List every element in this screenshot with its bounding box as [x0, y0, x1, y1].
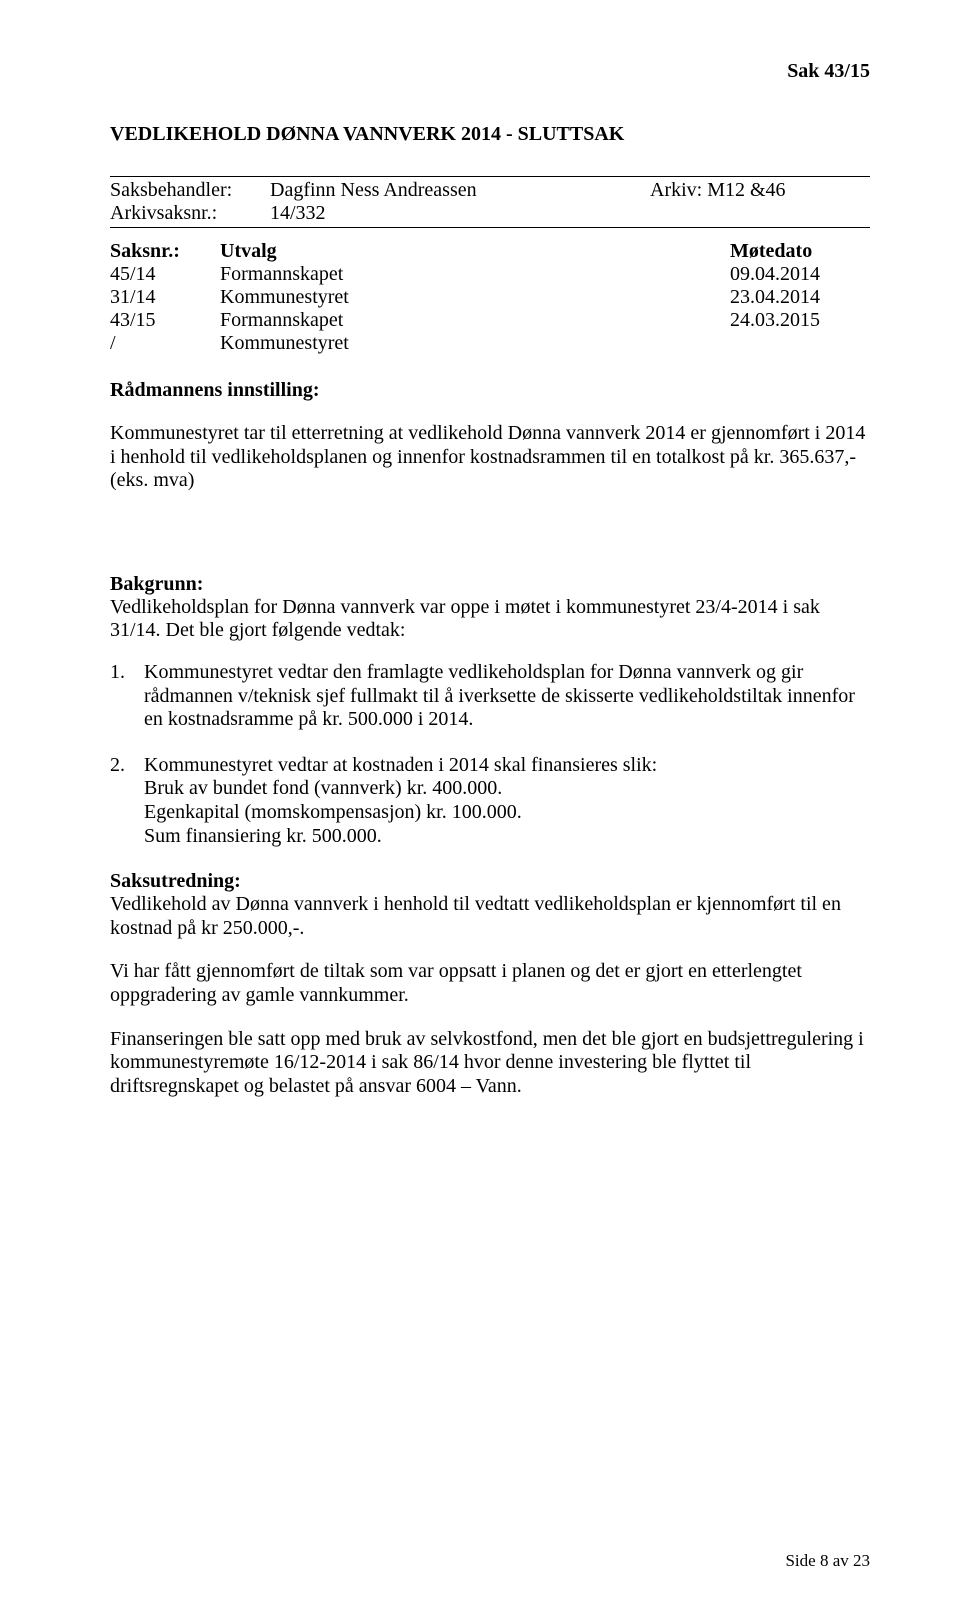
list-item: 1. Kommunestyret vedtar den framlagte ve…: [110, 661, 870, 732]
saksutredning-p3: Finanseringen ble satt opp med bruk av s…: [110, 1028, 870, 1099]
saksbehandler-label: Saksbehandler:: [110, 179, 270, 202]
list-body: Kommunestyret vedtar at kostnaden i 2014…: [144, 754, 870, 848]
saksbehandler-value: Dagfinn Ness Andreassen: [270, 179, 650, 202]
list-body: Kommunestyret vedtar den framlagte vedli…: [144, 661, 870, 732]
cell-date: 23.04.2014: [730, 286, 870, 309]
utvalg-row: / Kommunestyret: [110, 332, 870, 355]
col-header-utvalg: Utvalg: [220, 240, 730, 263]
cell-utvalg: Kommunestyret: [220, 286, 730, 309]
innstilling-paragraph: Kommunestyret tar til etterretning at ve…: [110, 422, 870, 493]
arkiv-label: Arkiv: M12 &46: [650, 179, 870, 202]
cell-saksnr: 43/15: [110, 309, 220, 332]
cell-saksnr: 31/14: [110, 286, 220, 309]
saksutredning-label: Saksutredning:: [110, 870, 870, 893]
utvalg-row: 43/15 Formannskapet 24.03.2015: [110, 309, 870, 332]
cell-utvalg: Kommunestyret: [220, 332, 730, 355]
innstilling-label: Rådmannens innstilling:: [110, 379, 870, 402]
meta-row-saksbehandler: Saksbehandler: Dagfinn Ness Andreassen A…: [110, 179, 870, 202]
list-number: 1.: [110, 661, 144, 732]
list-number: 2.: [110, 754, 144, 848]
cell-saksnr: /: [110, 332, 220, 355]
document-page: Sak 43/15 VEDLIKEHOLD DØNNA VANNVERK 201…: [0, 0, 960, 1603]
cell-utvalg: Formannskapet: [220, 309, 730, 332]
cell-saksnr: 45/14: [110, 263, 220, 286]
cell-utvalg: Formannskapet: [220, 263, 730, 286]
cell-date: 24.03.2015: [730, 309, 870, 332]
meta-row-arkivsaksnr: Arkivsaksnr.: 14/332: [110, 202, 870, 225]
col-header-motedato: Møtedato: [730, 240, 870, 263]
subline: Sum finansiering kr. 500.000.: [144, 825, 870, 849]
cell-date: [730, 332, 870, 355]
utvalg-row: 31/14 Kommunestyret 23.04.2014: [110, 286, 870, 309]
arkivsaksnr-label: Arkivsaksnr.:: [110, 202, 270, 225]
list-item: 2. Kommunestyret vedtar at kostnaden i 2…: [110, 754, 870, 848]
page-footer: Side 8 av 23: [785, 1551, 870, 1571]
cell-date: 09.04.2014: [730, 263, 870, 286]
sak-number-header: Sak 43/15: [110, 60, 870, 83]
subline: Bruk av bundet fond (vannverk) kr. 400.0…: [144, 777, 870, 801]
saksutredning-p2: Vi har fått gjennomført de tiltak som va…: [110, 960, 870, 1007]
utvalg-header-row: Saksnr.: Utvalg Møtedato: [110, 240, 870, 263]
vedtak-list: 1. Kommunestyret vedtar den framlagte ve…: [110, 661, 870, 848]
arkivsaksnr-value: 14/332: [270, 202, 650, 225]
meta-block: Saksbehandler: Dagfinn Ness Andreassen A…: [110, 176, 870, 228]
utvalg-row: 45/14 Formannskapet 09.04.2014: [110, 263, 870, 286]
spacer: [110, 493, 870, 573]
sublines: Bruk av bundet fond (vannverk) kr. 400.0…: [144, 777, 870, 848]
saksutredning-p1: Vedlikehold av Dønna vannverk i henhold …: [110, 893, 870, 940]
bakgrunn-label: Bakgrunn:: [110, 573, 870, 596]
bakgrunn-paragraph: Vedlikeholdsplan for Dønna vannverk var …: [110, 596, 870, 643]
subline: Egenkapital (momskompensasjon) kr. 100.0…: [144, 801, 870, 825]
list-item-text: Kommunestyret vedtar at kostnaden i 2014…: [144, 754, 657, 776]
col-header-saksnr: Saksnr.:: [110, 240, 220, 263]
document-title: VEDLIKEHOLD DØNNA VANNVERK 2014 - SLUTTS…: [110, 123, 870, 146]
arkiv-empty: [650, 202, 870, 225]
